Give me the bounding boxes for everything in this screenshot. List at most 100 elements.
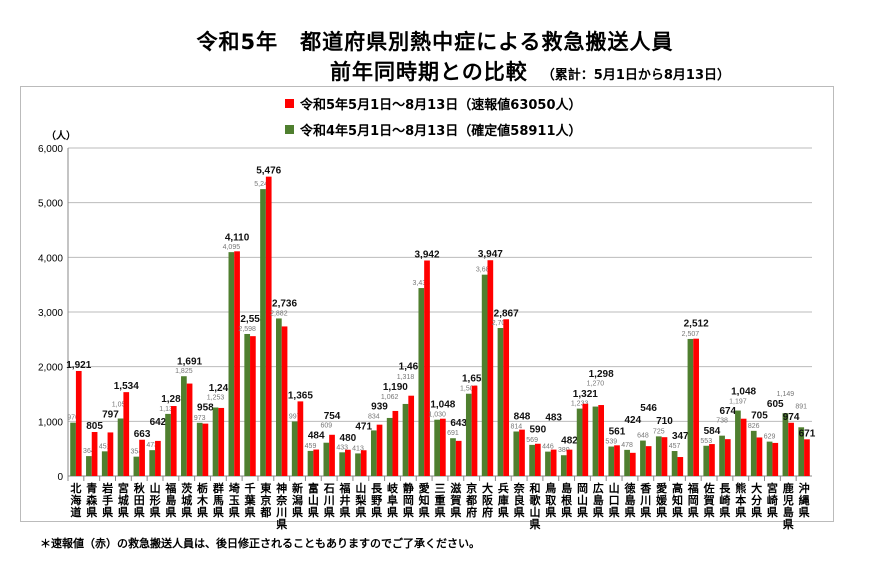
x-tick-label: 大 bbox=[751, 481, 762, 495]
bar-r4 bbox=[465, 393, 472, 476]
bar-r5 bbox=[804, 439, 810, 476]
x-tick-label: 県 bbox=[419, 506, 430, 519]
x-tick-label: 根 bbox=[561, 493, 573, 507]
x-tick-label: 潟 bbox=[292, 493, 303, 507]
x-tick-label: 馬 bbox=[213, 494, 224, 507]
data-label-r4: 1,825 bbox=[175, 368, 193, 375]
x-tick-label: 京 bbox=[260, 493, 271, 507]
data-label-r5: 471 bbox=[355, 421, 372, 432]
data-label-r5: 1,048 bbox=[731, 387, 756, 398]
bar-r4 bbox=[592, 406, 599, 476]
x-tick-label: 縄 bbox=[799, 493, 810, 507]
data-label-r5: 2,558 bbox=[240, 314, 265, 325]
bar-r5 bbox=[503, 319, 510, 476]
y-tick-label: 5,000 bbox=[38, 199, 63, 210]
bar-r4 bbox=[640, 440, 646, 476]
x-tick-label: 城 bbox=[181, 493, 192, 507]
x-tick-label: 県 bbox=[134, 506, 145, 519]
bar-r4 bbox=[228, 252, 235, 476]
x-tick-label: 歌 bbox=[529, 493, 541, 507]
x-tick-label: 賀 bbox=[703, 493, 715, 507]
bar-r4 bbox=[529, 444, 535, 476]
data-label-r5: 561 bbox=[609, 426, 626, 437]
bar-r4 bbox=[355, 453, 361, 476]
x-tick-label: 道 bbox=[70, 505, 81, 519]
x-tick-label: 県 bbox=[545, 506, 556, 519]
x-tick-label: 県 bbox=[276, 518, 287, 531]
x-tick-label: 県 bbox=[514, 506, 525, 519]
bar-r4 bbox=[434, 419, 440, 476]
x-tick-label: 崎 bbox=[767, 493, 778, 507]
data-label-r4: 1,318 bbox=[397, 374, 415, 381]
x-tick-label: 庫 bbox=[498, 493, 509, 507]
data-label-r4: 1,136 bbox=[159, 406, 177, 413]
bar-r4 bbox=[307, 450, 314, 476]
y-axis-unit: （人） bbox=[46, 131, 76, 142]
y-tick-label: 0 bbox=[57, 472, 63, 483]
data-label-r4: 725 bbox=[653, 428, 665, 435]
bar-r5 bbox=[693, 338, 699, 476]
subtitle-text: 前年同時期との比較 bbox=[330, 60, 528, 84]
footnote: ＊速報値（赤）の救急搬送人員は、後日修正されることもありますのでご了承ください。 bbox=[40, 537, 480, 550]
bar-r5 bbox=[313, 449, 320, 476]
x-tick-label: 良 bbox=[514, 493, 525, 507]
y-tick-label: 3,000 bbox=[38, 308, 63, 319]
bar-r4 bbox=[450, 438, 456, 476]
data-label-r5: 710 bbox=[656, 416, 673, 427]
data-label-r4: 691 bbox=[447, 430, 459, 437]
x-tick-label: 葉 bbox=[244, 493, 257, 507]
data-label-r4: 648 bbox=[637, 433, 649, 440]
x-tick-label: 県 bbox=[86, 506, 97, 519]
x-tick-label: 香 bbox=[639, 481, 652, 495]
data-label-r4: 3,683 bbox=[476, 267, 494, 274]
bar-r4 bbox=[782, 413, 789, 476]
x-tick-label: 沖 bbox=[799, 481, 810, 495]
data-label-r4: 1,197 bbox=[729, 399, 747, 406]
x-tick-label: 高 bbox=[672, 481, 683, 495]
x-tick-label: 県 bbox=[704, 506, 715, 519]
x-tick-label: 徳 bbox=[623, 481, 635, 495]
bar-r5 bbox=[440, 418, 446, 476]
x-tick-label: 県 bbox=[688, 506, 699, 519]
data-label-r4: 433 bbox=[336, 444, 348, 451]
x-tick-label: 神 bbox=[276, 481, 287, 495]
x-tick-label: 川 bbox=[323, 494, 335, 507]
x-tick-label: 兵 bbox=[498, 481, 509, 495]
bar-r4 bbox=[133, 456, 140, 476]
x-tick-label: 城 bbox=[118, 493, 129, 507]
x-tick-label: 大 bbox=[482, 481, 493, 495]
data-label-r4: 976 bbox=[67, 415, 79, 422]
x-tick-label: 県 bbox=[593, 506, 604, 519]
bar-r5 bbox=[345, 449, 351, 476]
x-tick-label: 福 bbox=[164, 481, 176, 495]
x-tick-label: 県 bbox=[324, 506, 335, 519]
x-tick-label: 県 bbox=[450, 506, 461, 519]
x-tick-label: 県 bbox=[577, 506, 588, 519]
data-label-r5: 2,512 bbox=[684, 319, 709, 330]
bar-r5 bbox=[186, 383, 193, 476]
x-tick-label: 島 bbox=[561, 481, 572, 495]
bar-r5 bbox=[234, 251, 240, 476]
x-tick-label: 山 bbox=[577, 493, 588, 507]
bar-r5 bbox=[250, 336, 256, 476]
x-tick-label: 児 bbox=[782, 493, 794, 507]
data-label-r4: 891 bbox=[795, 403, 807, 410]
data-label-r5: 958 bbox=[197, 403, 214, 414]
x-tick-label: 野 bbox=[371, 494, 382, 507]
x-tick-label: 島 bbox=[165, 493, 176, 507]
bar-r5 bbox=[661, 437, 668, 476]
data-label-r5: 974 bbox=[783, 412, 800, 423]
bar-r4 bbox=[86, 456, 92, 476]
x-tick-label: 県 bbox=[529, 518, 540, 531]
bar-r4 bbox=[735, 410, 741, 476]
data-label-r4: 459 bbox=[305, 443, 317, 450]
data-label-r4: 2,707 bbox=[492, 320, 510, 327]
bar-r4 bbox=[703, 445, 710, 476]
bar-r4 bbox=[212, 407, 219, 476]
data-label-r4: 834 bbox=[368, 413, 380, 420]
data-label-r4: 5,248 bbox=[254, 181, 272, 188]
bar-r5 bbox=[455, 440, 462, 476]
x-tick-label: 県 bbox=[435, 506, 446, 519]
x-tick-label: 県 bbox=[245, 506, 256, 519]
